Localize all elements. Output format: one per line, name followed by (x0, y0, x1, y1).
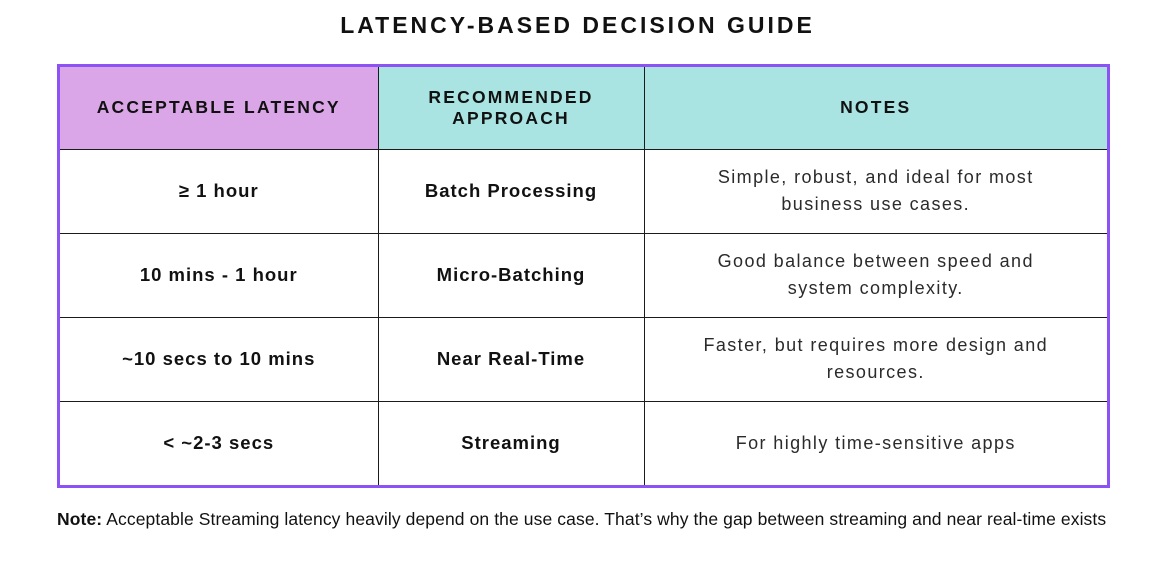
latency-cell: < ~2-3 secs (60, 401, 379, 485)
notes-cell: Simple, robust, and ideal for most busin… (644, 149, 1107, 234)
table-body: ≥ 1 hour Batch Processing Simple, robust… (60, 149, 1107, 485)
header-notes: NOTES (644, 67, 1107, 150)
approach-cell: Near Real-Time (378, 317, 645, 402)
table-row: 10 mins - 1 hour Micro-Batching Good bal… (60, 233, 1107, 318)
notes-cell: Faster, but requires more design and res… (644, 317, 1107, 402)
latency-cell: ≥ 1 hour (60, 149, 379, 234)
footnote-text: Acceptable Streaming latency heavily dep… (102, 509, 1107, 529)
header-recommended-approach: RECOMMENDED APPROACH (378, 67, 645, 150)
header-acceptable-latency: ACCEPTABLE LATENCY (60, 67, 379, 150)
footnote-label: Note: (57, 509, 103, 529)
approach-cell: Streaming (378, 401, 645, 485)
footnote: Note: Acceptable Streaming latency heavi… (57, 506, 1119, 533)
latency-table: ACCEPTABLE LATENCY RECOMMENDED APPROACH … (60, 67, 1107, 485)
decision-guide-table: ACCEPTABLE LATENCY RECOMMENDED APPROACH … (57, 64, 1110, 488)
page-title: LATENCY-BASED DECISION GUIDE (340, 12, 815, 38)
latency-cell: 10 mins - 1 hour (60, 233, 379, 318)
latency-cell: ~10 secs to 10 mins (60, 317, 379, 402)
approach-cell: Batch Processing (378, 149, 645, 234)
table-row: < ~2-3 secs Streaming For highly time-se… (60, 401, 1107, 485)
notes-cell: Good balance between speed and system co… (644, 233, 1107, 318)
table-row: ~10 secs to 10 mins Near Real-Time Faste… (60, 317, 1107, 402)
table-header-row: ACCEPTABLE LATENCY RECOMMENDED APPROACH … (60, 67, 1107, 150)
notes-cell: For highly time-sensitive apps (735, 432, 1016, 453)
approach-cell: Micro-Batching (378, 233, 645, 318)
table-row: ≥ 1 hour Batch Processing Simple, robust… (60, 149, 1107, 234)
